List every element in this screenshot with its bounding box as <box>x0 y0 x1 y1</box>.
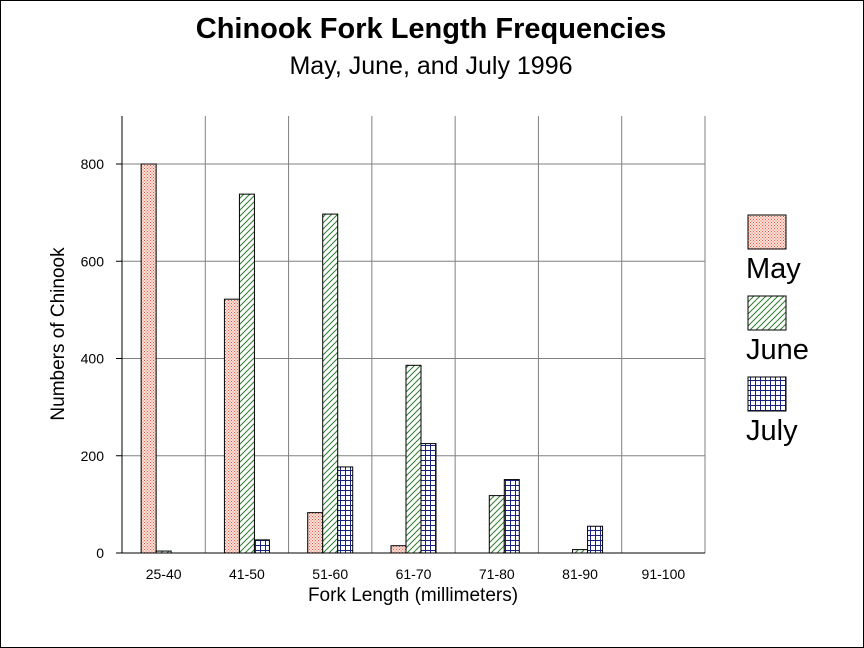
bar-july-81-90 <box>587 525 604 554</box>
bar-june-61-70 <box>405 364 422 554</box>
legend-swatch-july <box>747 376 787 412</box>
legend-label-june: June <box>746 334 809 366</box>
y-tick-label: 400 <box>81 351 105 367</box>
bar-may-41-50 <box>223 298 240 554</box>
legend-label-may: May <box>746 253 801 285</box>
bar-may-61-70 <box>390 545 407 554</box>
bar-july-41-50 <box>253 539 270 554</box>
x-tick-label: 91-100 <box>642 566 686 582</box>
legend-label-july: July <box>746 415 798 447</box>
y-axis-label: Numbers of Chinook <box>48 247 69 421</box>
chart-title: Chinook Fork Length Frequencies <box>196 13 667 45</box>
y-tick-label: 0 <box>96 545 104 561</box>
chart-subtitle: May, June, and July 1996 <box>289 52 572 80</box>
y-tick-label: 600 <box>81 253 105 269</box>
x-tick-label: 41-50 <box>229 566 265 582</box>
x-axis-label: Fork Length (millimeters) <box>308 585 518 606</box>
bar-july-61-70 <box>420 443 437 554</box>
y-tick-label: 200 <box>81 448 105 464</box>
legend-swatch-june <box>747 295 787 331</box>
bar-july-71-80 <box>503 479 520 554</box>
bar-may-25-40 <box>140 163 157 554</box>
bar-july-51-60 <box>337 466 354 554</box>
x-tick-label: 51-60 <box>312 566 348 582</box>
x-tick-label: 71-80 <box>479 566 515 582</box>
tick-labels: 0 200 400 600 800 25-40 41-50 51-60 61-70 71-80 81… <box>81 156 686 582</box>
bar-june-71-80 <box>488 495 505 554</box>
x-tick-label: 61-70 <box>396 566 432 582</box>
x-tick-label: 81-90 <box>562 566 598 582</box>
legend-swatch-may <box>747 214 787 250</box>
bar-may-51-60 <box>307 512 324 554</box>
bar-june-41-50 <box>238 193 255 554</box>
bar-june-51-60 <box>322 213 339 554</box>
axes <box>121 116 705 554</box>
bar-june-81-90 <box>572 549 589 554</box>
gridlines <box>122 116 706 553</box>
y-tick-label: 800 <box>81 156 105 172</box>
legend: May June July <box>746 214 809 447</box>
x-tick-label: 25-40 <box>146 566 182 582</box>
